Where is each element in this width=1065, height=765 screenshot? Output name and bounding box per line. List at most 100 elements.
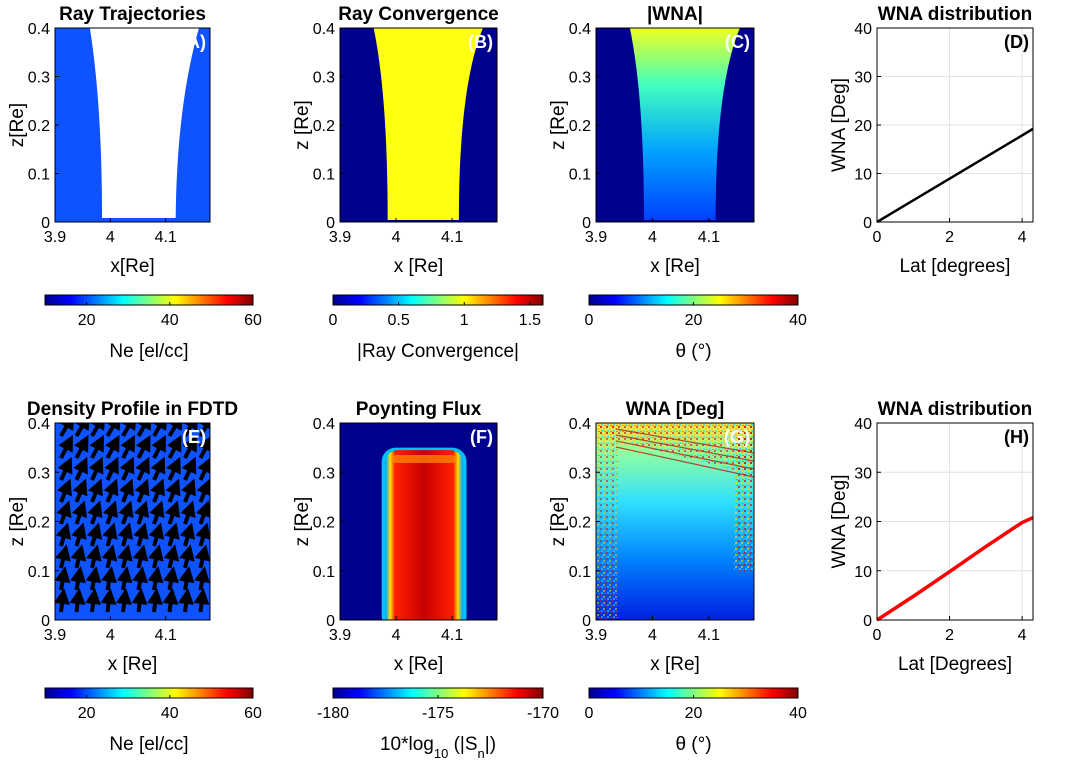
field-arrow	[195, 500, 210, 525]
y-tick-label: 0.4	[28, 416, 50, 433]
field-arrow	[164, 522, 180, 547]
y-axis-label: WNA [Deg]	[829, 78, 850, 172]
panel-title: WNA distribution	[878, 4, 1032, 25]
colorbar-label: θ (°)	[675, 734, 711, 755]
x-axis-label: x [Re]	[394, 256, 444, 277]
field-arrow	[131, 588, 148, 613]
field-arrow	[101, 566, 117, 591]
colorbar-tick-label: 0	[585, 705, 594, 722]
wna-region	[629, 28, 740, 220]
field-arrow	[194, 566, 210, 591]
field-arrow	[179, 544, 195, 569]
colorbar-tick-label: 60	[244, 312, 262, 329]
field-arrow	[134, 478, 150, 503]
y-axis-label: z [Re]	[7, 497, 28, 547]
panel-label: (C)	[725, 32, 750, 52]
field-arrow	[133, 500, 150, 525]
ray-coverage	[89, 28, 199, 218]
x-tick-label: 4	[392, 229, 401, 246]
panel-title: Ray Trajectories	[59, 4, 206, 25]
x-axis-label: x [Re]	[108, 654, 158, 675]
y-tick-label: 0.2	[28, 515, 50, 532]
field-arrow	[102, 522, 118, 547]
panel-A: 3.9 4 4.1 0 0.1 0.2 0.3 0.4 Ray Trajectories (A) x…	[7, 4, 262, 362]
interference-line	[615, 446, 754, 478]
panel-G: 3.9 4 4.1 0 0.1 0.2 0.3 0.4 WNA [Deg] (G) x [Re] z …	[548, 399, 807, 755]
colorbar-tick-label: 40	[789, 705, 807, 722]
x-tick-label: 4	[648, 627, 657, 644]
field-arrow	[136, 434, 151, 459]
field-arrow	[119, 456, 135, 481]
field-arrow	[182, 434, 197, 459]
panel-label: (G)	[724, 427, 750, 447]
panel-label: (D)	[1004, 32, 1029, 52]
colorbar-label: |Ray Convergence|	[357, 341, 519, 362]
field-arrow	[150, 478, 165, 503]
x-tick-label: 0	[873, 627, 882, 644]
y-tick-label: 0	[582, 215, 591, 232]
colorbar-tick-label: 40	[789, 312, 807, 329]
field-arrow	[116, 588, 132, 613]
field-arrow	[70, 544, 87, 569]
y-tick-label: 0.2	[313, 118, 335, 135]
y-tick-label: 0	[582, 613, 591, 630]
x-tick-label: 3.9	[329, 627, 351, 644]
y-tick-label: 0.3	[28, 465, 50, 482]
y-tick-label: 0.3	[569, 70, 591, 87]
field-arrow	[178, 566, 195, 591]
field-arrow	[59, 423, 75, 437]
panel-label: (H)	[1004, 427, 1029, 447]
field-arrow	[56, 500, 72, 525]
x-tick-label: 2	[945, 627, 954, 644]
field-arrow	[163, 566, 179, 591]
x-axis-label: Lat [Degrees]	[898, 654, 1012, 675]
field-arrow	[57, 478, 72, 503]
field-arrow	[195, 522, 210, 547]
y-tick-label: 0	[326, 215, 335, 232]
y-tick-label: 0.3	[28, 70, 50, 87]
field-arrow	[152, 423, 168, 437]
y-tick-label: 0.1	[313, 167, 335, 184]
y-tick-label: 0	[863, 215, 872, 232]
y-tick-label: 0	[41, 215, 50, 232]
field-arrow	[57, 456, 73, 481]
y-tick-label: 0.1	[569, 564, 591, 581]
y-tick-label: 0.4	[569, 21, 591, 38]
field-arrow	[164, 500, 181, 525]
x-tick-label: 4.1	[441, 229, 463, 246]
x-tick-label: 4.1	[155, 627, 177, 644]
field-arrow	[179, 522, 196, 547]
field-arrow	[150, 456, 166, 481]
field-arrow	[198, 434, 210, 459]
field-arrow	[102, 500, 119, 525]
field-arrow	[147, 588, 163, 613]
series-line	[876, 515, 1034, 622]
y-axis-label: z[Re]	[7, 103, 28, 147]
field-arrow	[132, 566, 148, 591]
colorbar-tick-label: -170	[527, 705, 559, 722]
field-arrow	[121, 423, 137, 437]
field-arrow	[167, 423, 183, 437]
field-arrow	[90, 423, 106, 437]
y-tick-label: 0.4	[313, 416, 335, 433]
field-arrow	[105, 423, 121, 437]
field-arrow	[181, 478, 196, 503]
field-arrow	[132, 544, 149, 569]
field-arrow	[197, 456, 210, 481]
y-tick-label: 0.2	[569, 515, 591, 532]
y-tick-label: 0.3	[313, 70, 335, 87]
colorbar-tick-label: 40	[161, 705, 179, 722]
heatmap-B	[340, 28, 497, 222]
colorbar-tick-label: 0	[329, 312, 338, 329]
x-tick-label: 4	[106, 627, 115, 644]
panel-C: 3.9 4 4.1 0 0.1 0.2 0.3 0.4 |WNA| (C) x [Re] z [Re]…	[548, 4, 807, 362]
field-arrow	[71, 500, 88, 525]
field-arrow	[88, 456, 104, 481]
field-arrow	[148, 522, 165, 547]
x-axis-label: x [Re]	[650, 256, 700, 277]
noise-left	[596, 423, 618, 620]
y-tick-label: 0.2	[569, 118, 591, 135]
field-arrow	[86, 544, 102, 569]
y-tick-label: 0.4	[569, 416, 591, 433]
